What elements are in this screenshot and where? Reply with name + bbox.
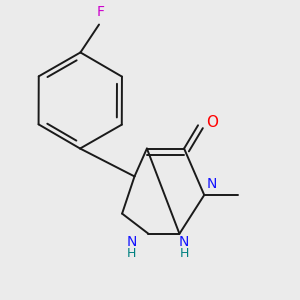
Text: O: O bbox=[206, 115, 218, 130]
Text: N: N bbox=[126, 235, 136, 248]
Text: H: H bbox=[179, 248, 189, 260]
Text: N: N bbox=[179, 235, 189, 248]
Text: F: F bbox=[97, 5, 105, 19]
Text: H: H bbox=[127, 248, 136, 260]
Text: N: N bbox=[207, 177, 217, 191]
